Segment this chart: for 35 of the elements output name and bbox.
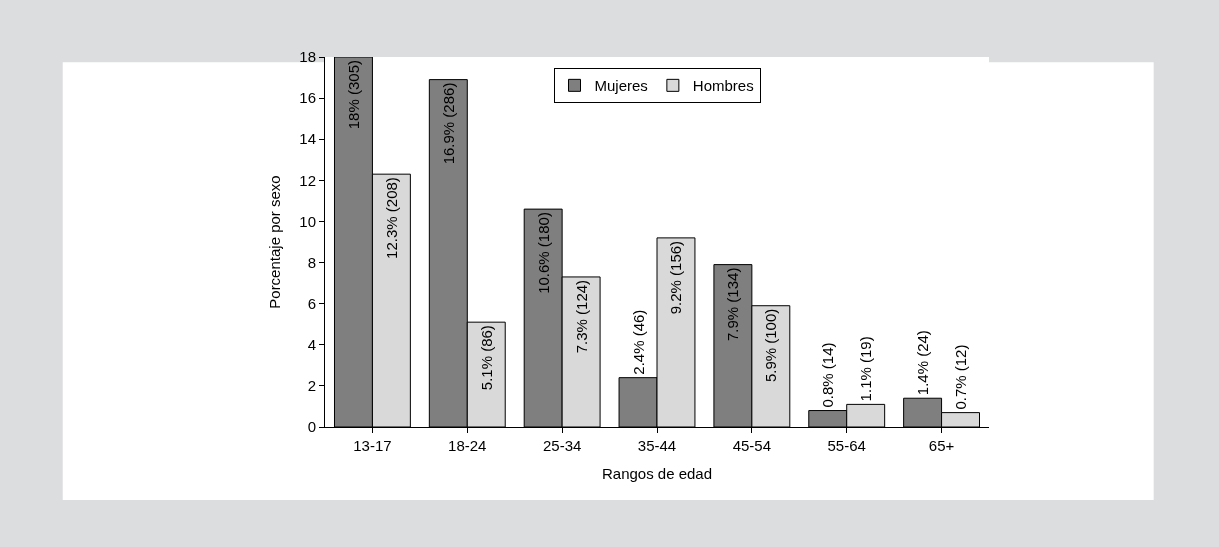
data-label: 1.1% (19) [857,336,875,402]
data-label: 7.3% (124) [572,279,590,354]
data-label: 7.9% (134) [724,267,742,341]
data-label: 0.8% (14) [819,342,837,408]
y-tick-label: 18 [299,48,316,66]
data-label: 5.1% (86) [477,325,495,391]
y-tick-label: 2 [307,377,316,395]
x-tick-label: 35-44 [637,437,677,454]
legend-label: Mujeres [594,77,648,95]
data-label: 0.7% (12) [952,344,970,410]
data-label: 18% (305) [344,60,362,130]
x-tick-label: 25-34 [542,437,582,454]
y-axis-title: Porcentaje por sexo [265,175,283,309]
y-tick-label: 14 [299,130,316,148]
data-label: 12.3% (208) [382,177,400,259]
x-tick-label: 13-17 [353,437,392,454]
x-axis-title: Rangos de edad [601,465,713,482]
data-label: 16.9% (286) [439,82,457,165]
y-tick-label: 6 [307,294,316,312]
x-tick-label: 45-54 [732,437,772,454]
y-tick-label: 10 [299,212,316,230]
y-tick-label: 12 [299,171,316,189]
legend-label: Hombres [692,77,754,95]
y-tick-label: 0 [307,418,316,436]
data-label: 10.6% (180) [534,212,552,294]
x-tick-label: 18-24 [448,437,487,454]
y-tick-label: 16 [299,89,316,107]
y-tick-label: 8 [307,253,316,271]
y-tick-label: 4 [307,336,316,354]
data-label: 2.4% (46) [629,309,647,375]
data-label: 1.4% (24) [914,330,932,396]
data-label: 9.2% (156) [667,240,685,315]
x-tick-label: 65+ [928,437,955,454]
x-tick-label: 55-64 [827,437,866,454]
data-label: 5.9% (100) [762,308,780,383]
